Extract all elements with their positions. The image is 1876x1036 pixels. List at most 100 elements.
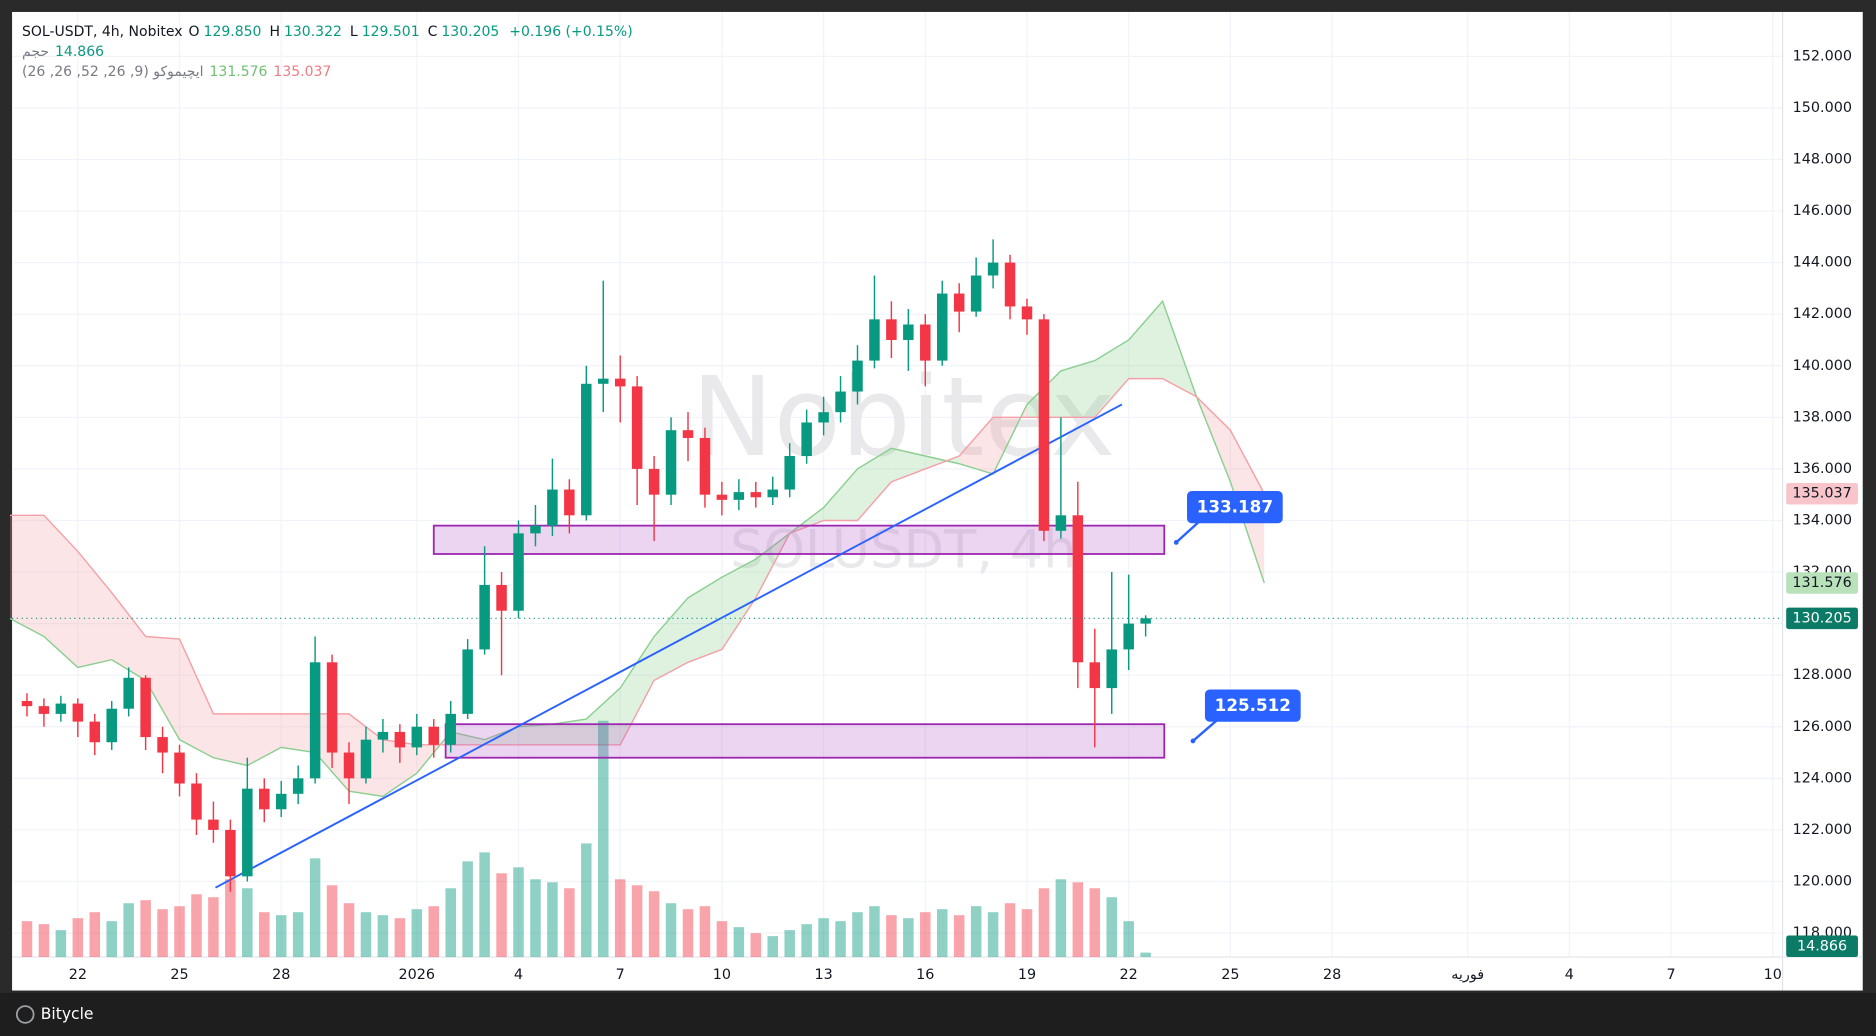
volume-bar (818, 918, 829, 958)
ohlc-key: C (427, 24, 438, 40)
candle-body (1089, 662, 1101, 689)
watermark-symbol: SOLUSDT, 4h (730, 519, 1076, 580)
volume-bar (275, 915, 287, 958)
candle-body (360, 739, 372, 779)
ohlc-key: O (188, 24, 200, 40)
x-tick-label: 25 (170, 967, 188, 983)
cloud (586, 688, 621, 745)
y-tick-label: 152.000 (1793, 48, 1852, 64)
y-tick-label: 126.000 (1793, 719, 1852, 735)
volume-bar (343, 903, 355, 958)
volume-bar (242, 888, 253, 958)
candle-body (445, 713, 456, 745)
volume-bar (411, 909, 423, 958)
span-b-value: 135.037 (273, 64, 332, 80)
candle-body (208, 819, 219, 830)
volume-bar (1021, 909, 1033, 958)
candle-body (970, 275, 982, 312)
candle-body (530, 525, 541, 534)
candle-body (648, 468, 660, 495)
volume-bar (55, 930, 67, 958)
cloud (111, 592, 146, 681)
cloud (654, 597, 689, 681)
volume-bar (1072, 882, 1084, 958)
candle-body (411, 726, 423, 748)
volume-bar (852, 912, 863, 958)
candle-body (1055, 515, 1067, 531)
volume-bar (953, 915, 965, 958)
volume-bar (784, 930, 795, 958)
span-a-tag-label: 131.576 (1792, 575, 1851, 591)
cloud (925, 456, 960, 469)
candle-body (38, 706, 50, 714)
candle-body (903, 324, 914, 340)
cloud (247, 713, 282, 766)
x-tick-label: 2026 (399, 967, 436, 983)
y-tick-label: 122.000 (1793, 822, 1852, 838)
cloud (145, 636, 180, 740)
volume-bar (987, 912, 999, 958)
volume-bar (326, 885, 338, 958)
volume-bar (665, 903, 677, 958)
x-tick-label: 7 (1666, 967, 1675, 983)
volume-bar (38, 924, 50, 958)
span-b-tag-label: 135.037 (1792, 486, 1851, 502)
candle-body (292, 778, 304, 794)
legend-row: حجم 14.866 (22, 42, 633, 62)
volume-bar (225, 879, 236, 958)
candle-body (818, 412, 829, 423)
candle-body (123, 677, 134, 709)
zone (444, 723, 1166, 759)
volume-bar (1089, 888, 1101, 958)
volume-bar (970, 906, 982, 958)
x-tick-label: فوریه (1451, 967, 1484, 983)
candle-body (835, 391, 846, 413)
volume-bar (1106, 897, 1117, 958)
candle-body (1021, 306, 1033, 320)
volume-bar (445, 888, 456, 958)
cloud (382, 739, 417, 797)
y-tick-label: 142.000 (1793, 306, 1852, 322)
x-tick-label: 16 (916, 967, 934, 983)
y-tick-label: 144.000 (1793, 255, 1852, 271)
span-a-value: 131.576 (209, 64, 268, 80)
candle-body (1140, 618, 1151, 624)
callout-pointer (1192, 717, 1221, 742)
candle-body (987, 262, 999, 276)
symbol: SOL-USDT, 4h, Nobitex (22, 24, 183, 40)
candle-body (140, 677, 151, 738)
cloud (77, 551, 112, 668)
volume-value: 14.866 (55, 44, 105, 60)
legend-row: SOL-USDT, 4h, Nobitex O 129.850 H 130.322 L 1… (22, 22, 633, 42)
volume-tag (1786, 935, 1858, 958)
callout (1187, 490, 1283, 524)
volume-bar (530, 879, 541, 958)
candle-body (225, 829, 236, 877)
candle-body (106, 708, 117, 743)
price-tag (1786, 607, 1858, 630)
price-tag-label: 130.205 (1792, 610, 1851, 626)
volume-bar (292, 912, 304, 958)
candle-body (682, 430, 694, 438)
volume-bar (682, 909, 694, 958)
volume-bar (547, 882, 558, 958)
cloud (1060, 360, 1095, 418)
cloud (1094, 339, 1129, 418)
volume-bar (1140, 952, 1151, 958)
candle-body (564, 489, 575, 516)
candle-body (852, 360, 863, 392)
volume-bar (309, 858, 321, 958)
zone (432, 524, 1166, 555)
ohlc-value: 129.850 (203, 24, 262, 40)
x-tick-label: 10 (713, 967, 731, 983)
cloud (823, 468, 858, 521)
candle-body (21, 700, 33, 707)
cloud (620, 636, 655, 745)
volume-bar (191, 894, 202, 958)
candle-body (174, 752, 185, 784)
x-tick-label: 22 (1120, 967, 1138, 983)
candle-body (242, 788, 253, 877)
candle-body (784, 456, 795, 490)
brand-logo (15, 1005, 35, 1024)
